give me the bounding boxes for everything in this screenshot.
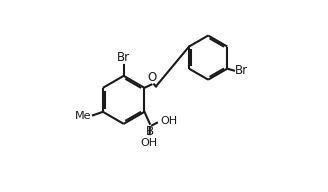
Text: Br: Br	[235, 65, 248, 77]
Text: Br: Br	[117, 51, 130, 64]
Text: Me: Me	[75, 111, 92, 121]
Text: O: O	[147, 71, 156, 84]
Text: B: B	[146, 125, 154, 137]
Text: OH: OH	[160, 116, 177, 126]
Text: OH: OH	[140, 138, 157, 148]
